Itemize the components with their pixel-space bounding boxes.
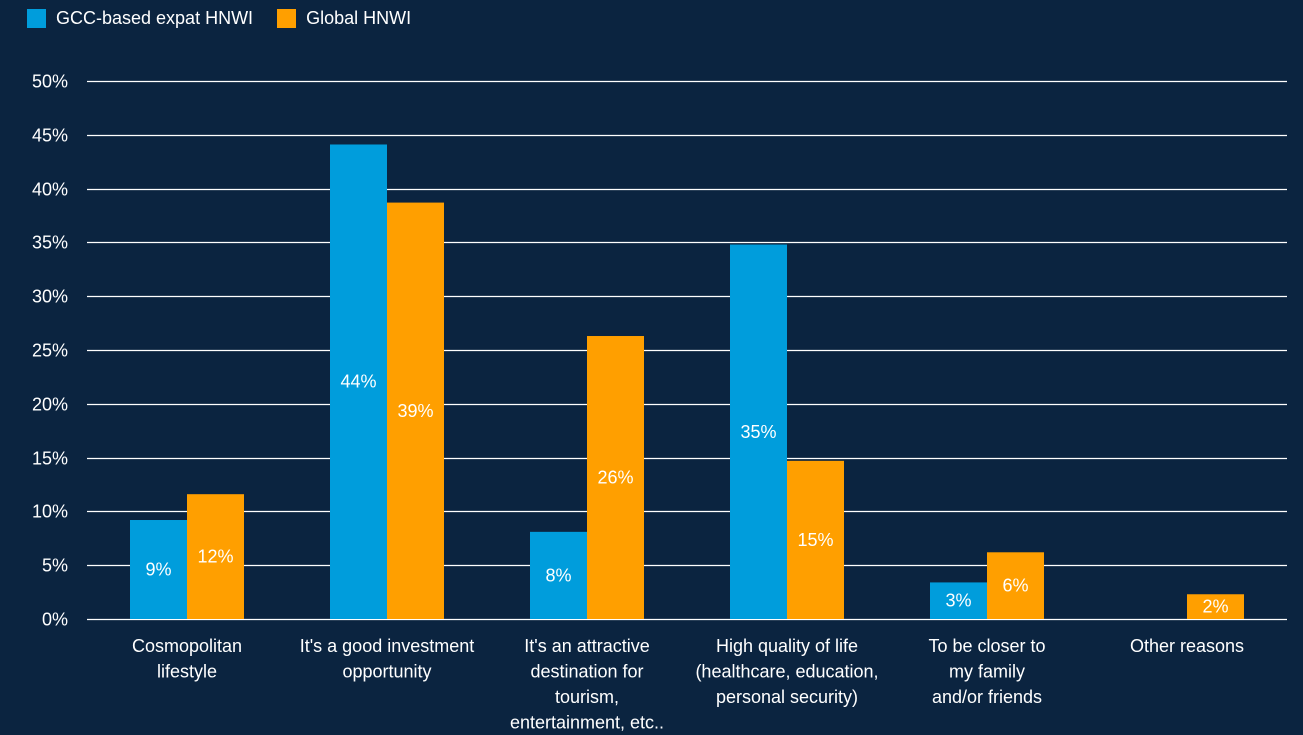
y-tick-label: 15% [32, 449, 68, 469]
bar-global [987, 552, 1044, 619]
y-tick-label: 35% [32, 233, 68, 253]
legend-swatch-gcc [27, 9, 46, 28]
x-category-label: It's a good investment opportunity [300, 636, 475, 682]
chart-legend: GCC-based expat HNWI Global HNWI [27, 8, 435, 29]
y-tick-label: 10% [32, 502, 68, 522]
bar-gcc [330, 144, 387, 619]
bar-global [1187, 594, 1244, 619]
bar-gcc [130, 520, 187, 619]
data-label: 2% [1202, 597, 1228, 617]
data-label: 6% [1002, 576, 1028, 596]
legend-item-global: Global HNWI [277, 8, 411, 29]
y-tick-label: 5% [42, 556, 68, 576]
data-label: 35% [740, 422, 776, 442]
y-tick-label: 25% [32, 341, 68, 361]
bar-global [387, 202, 444, 619]
x-axis-labels: Cosmopolitan lifestyle It's a good investm… [132, 636, 1244, 733]
legend-label-global: Global HNWI [306, 8, 412, 28]
legend-label-gcc: GCC-based expat HNWI [56, 8, 254, 28]
data-label: 44% [340, 372, 376, 392]
y-tick-label: 20% [32, 395, 68, 415]
y-tick-label: 45% [32, 126, 68, 146]
x-category-label: It's an attractive destination for tourism… [510, 636, 664, 733]
y-tick-label: 50% [32, 72, 68, 92]
bar-global [787, 460, 844, 619]
bars [130, 144, 1244, 619]
data-label: 26% [597, 468, 633, 488]
x-category-label: Cosmopolitan lifestyle [132, 636, 242, 682]
data-label: 12% [197, 547, 233, 567]
y-axis-ticks: 0% 5% 10% 15% 20% 25% 30% 35% 40% 45% 50% [32, 72, 68, 630]
bar-global [187, 494, 244, 619]
data-label: 9% [145, 560, 171, 580]
x-category-label: To be closer to my family and/or friends [928, 636, 1045, 707]
x-category-label: Other reasons [1130, 636, 1244, 656]
data-label: 3% [945, 591, 971, 611]
y-tick-label: 40% [32, 180, 68, 200]
legend-item-gcc: GCC-based expat HNWI [27, 8, 253, 29]
legend-swatch-global [277, 9, 297, 28]
bar-global [587, 336, 644, 619]
data-label: 15% [797, 530, 833, 550]
bar-gcc [930, 582, 987, 619]
y-tick-label: 0% [42, 610, 68, 630]
y-tick-label: 30% [32, 287, 68, 307]
data-labels: 9% 44% 8% 35% 3% 12% 39% 26% 15% 6% 2% [145, 372, 1228, 617]
grid-lines [87, 80, 1287, 621]
bar-gcc [730, 244, 787, 619]
data-label: 39% [397, 401, 433, 421]
x-category-label: High quality of life (healthcare, educati… [695, 636, 878, 707]
data-label: 8% [545, 565, 571, 585]
bar-gcc [530, 531, 587, 619]
